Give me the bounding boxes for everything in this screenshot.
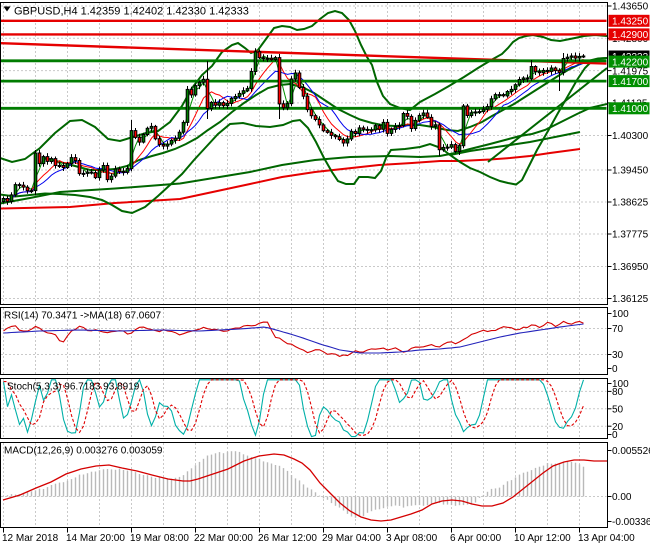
svg-text:1.42900: 1.42900 xyxy=(612,30,649,41)
svg-text:0.00: 0.00 xyxy=(612,492,632,503)
svg-text:100: 100 xyxy=(612,309,629,320)
svg-text:1.42200: 1.42200 xyxy=(612,57,649,68)
svg-text:12 Mar 2018: 12 Mar 2018 xyxy=(2,533,59,544)
svg-text:0.005526: 0.005526 xyxy=(612,446,650,457)
svg-text:1.41000: 1.41000 xyxy=(612,104,649,115)
svg-text:1.38625: 1.38625 xyxy=(612,198,649,209)
svg-text:1.36125: 1.36125 xyxy=(612,294,649,305)
svg-text:80: 80 xyxy=(612,387,624,398)
svg-text:MACD(12,26,9) 0.003276 0.00305: MACD(12,26,9) 0.003276 0.003059 xyxy=(4,446,163,457)
svg-text:1.43250: 1.43250 xyxy=(612,17,649,28)
svg-text:-0.003367: -0.003367 xyxy=(612,517,650,528)
svg-text:3 Apr 08:00: 3 Apr 08:00 xyxy=(386,533,438,544)
svg-text:1.41975: 1.41975 xyxy=(612,66,649,77)
svg-text:1.37775: 1.37775 xyxy=(612,230,649,241)
svg-text:1.40300: 1.40300 xyxy=(612,131,649,142)
svg-text:0: 0 xyxy=(612,430,618,441)
svg-text:26 Mar 12:00: 26 Mar 12:00 xyxy=(258,533,317,544)
svg-text:22 Mar 00:00: 22 Mar 00:00 xyxy=(194,533,253,544)
svg-text:1.36950: 1.36950 xyxy=(612,262,649,273)
svg-text:13 Apr 04:00: 13 Apr 04:00 xyxy=(578,533,635,544)
svg-text:0: 0 xyxy=(612,364,618,375)
svg-text:10 Apr 12:00: 10 Apr 12:00 xyxy=(514,533,571,544)
svg-text:19 Mar 08:00: 19 Mar 08:00 xyxy=(130,533,189,544)
svg-text:GBPUSD,H4 1.42359 1.42402 1.4: GBPUSD,H4 1.42359 1.42402 1.42330 1.4233… xyxy=(14,6,249,18)
svg-text:20: 20 xyxy=(612,422,624,433)
svg-text:RSI(14) 70.3471 ->MA(18) 67.0: RSI(14) 70.3471 ->MA(18) 67.0607 xyxy=(4,311,161,322)
svg-text:1.41700: 1.41700 xyxy=(612,77,649,88)
svg-text:14 Mar 20:00: 14 Mar 20:00 xyxy=(66,533,125,544)
svg-text:6 Apr 00:00: 6 Apr 00:00 xyxy=(450,533,502,544)
svg-text:1.43650: 1.43650 xyxy=(612,2,649,13)
svg-text:29 Mar 04:00: 29 Mar 04:00 xyxy=(322,533,381,544)
svg-text:50: 50 xyxy=(612,405,624,416)
svg-text:30: 30 xyxy=(612,350,624,361)
svg-text:1.39450: 1.39450 xyxy=(612,166,649,177)
svg-text:70: 70 xyxy=(612,324,624,335)
svg-text:Stoch(5,3,3) 96.7183 93.8919: Stoch(5,3,3) 96.7183 93.8919 xyxy=(7,382,140,393)
svg-text:100: 100 xyxy=(612,379,629,390)
